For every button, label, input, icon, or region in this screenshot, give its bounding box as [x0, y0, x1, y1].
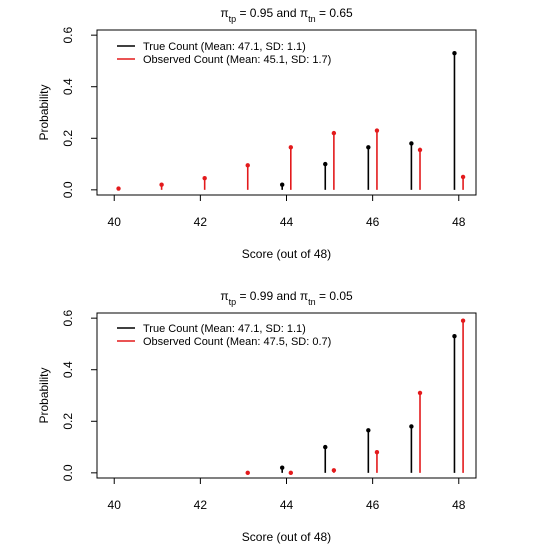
title-part: π	[220, 289, 228, 303]
legend-label: True Count (Mean: 47.1, SD: 1.1)	[143, 323, 306, 335]
title-subscript: tn	[308, 14, 316, 24]
x-tick-label: 46	[366, 215, 380, 229]
point	[417, 147, 423, 153]
y-tick-label: 0.2	[61, 130, 75, 147]
point	[409, 424, 414, 429]
x-axis-label: Score (out of 48)	[242, 247, 331, 261]
point	[366, 428, 371, 433]
point	[279, 465, 285, 470]
series-2	[245, 318, 466, 476]
y-tick-label: 0.0	[61, 464, 75, 481]
x-tick-label: 42	[194, 498, 208, 512]
point	[279, 182, 285, 187]
point	[460, 318, 466, 323]
title-part: = 0.65	[316, 6, 353, 20]
x-tick-label: 44	[280, 215, 294, 229]
title-subscript: tn	[308, 297, 316, 307]
point	[288, 145, 294, 150]
point	[331, 130, 337, 136]
point	[245, 163, 250, 168]
y-tick-label: 0.4	[61, 78, 75, 95]
x-axis-label: Score (out of 48)	[242, 530, 331, 544]
point	[245, 470, 250, 476]
point	[323, 444, 328, 450]
series-1	[279, 51, 457, 190]
title-part: = 0.95 and π	[236, 6, 308, 20]
chart-panel-2: πtp = 0.99 and πtn = 0.05 40 42 44 46 48 0.0 0.…	[37, 289, 477, 544]
y-axis-label: Probability	[37, 367, 51, 423]
y-tick-label: 0.6	[61, 309, 75, 326]
x-tick-label: 40	[108, 498, 122, 512]
point	[417, 390, 423, 396]
title-subscript: tp	[229, 297, 237, 307]
series-2	[116, 128, 466, 191]
x-tick-label: 44	[280, 498, 294, 512]
point	[288, 470, 294, 476]
point	[374, 128, 380, 133]
point	[452, 334, 457, 339]
legend: True Count (Mean: 47.1, SD: 1.1)Observed…	[117, 323, 331, 348]
title-part: = 0.05	[316, 289, 353, 303]
point	[374, 450, 380, 455]
x-tick-label: 48	[452, 215, 466, 229]
legend-label: Observed Count (Mean: 47.5, SD: 0.7)	[143, 336, 331, 348]
point	[460, 174, 466, 180]
y-tick-label: 0.4	[61, 361, 75, 378]
legend-label: True Count (Mean: 47.1, SD: 1.1)	[143, 41, 306, 53]
y-tick-label: 0.2	[61, 413, 75, 430]
x-tick-label: 48	[452, 498, 466, 512]
x-tick-label: 46	[366, 498, 380, 512]
point	[366, 145, 371, 150]
title-part: = 0.99 and π	[236, 289, 308, 303]
y-axis-label: Probability	[37, 84, 51, 140]
point	[409, 141, 414, 146]
title-part: π	[220, 6, 228, 20]
point	[202, 176, 207, 181]
chart-title: πtp = 0.99 and πtn = 0.05	[220, 289, 353, 307]
point	[116, 186, 121, 191]
chart-title: πtp = 0.95 and πtn = 0.65	[220, 6, 353, 24]
series-1	[279, 334, 457, 473]
legend-label: Observed Count (Mean: 45.1, SD: 1.7)	[143, 54, 331, 66]
x-tick-label: 42	[194, 215, 208, 229]
point	[323, 161, 328, 167]
x-tick-label: 40	[108, 215, 122, 229]
y-tick-label: 0.6	[61, 26, 75, 43]
point	[159, 182, 164, 187]
point	[452, 51, 457, 56]
legend: True Count (Mean: 47.1, SD: 1.1)Observed…	[117, 41, 331, 66]
y-tick-label: 0.0	[61, 181, 75, 198]
point	[331, 468, 337, 473]
chart-panel-1: πtp = 0.95 and πtn = 0.65 40 42 44 46 48 0.0 0.…	[37, 6, 477, 261]
title-subscript: tp	[229, 14, 237, 24]
